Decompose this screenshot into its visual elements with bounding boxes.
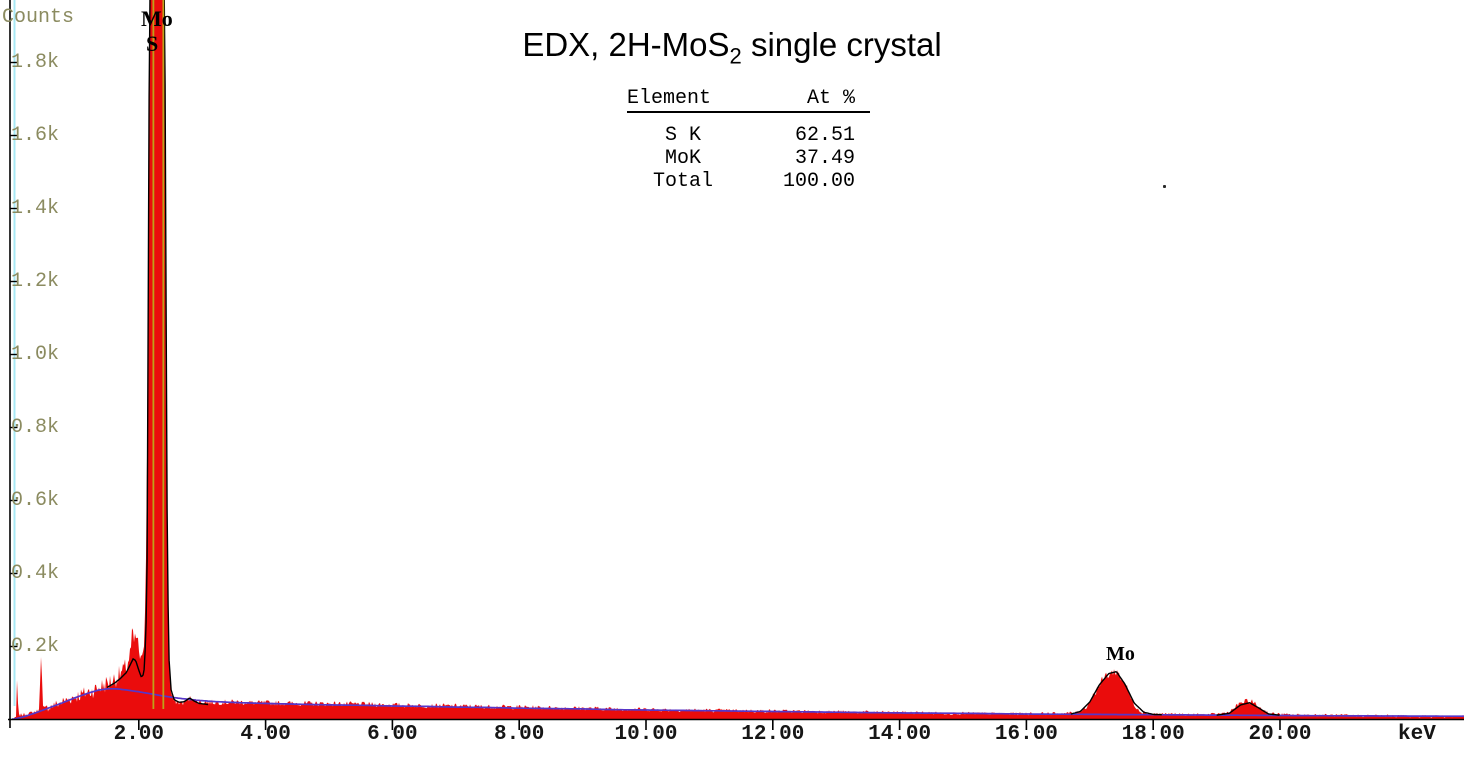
y-tick-label: 0.2k [11, 634, 60, 658]
x-tick-label: 18.00 [1121, 723, 1185, 746]
y-tick-label: 1.2k [11, 269, 60, 293]
table-header-row: Element At % [627, 87, 870, 113]
stray-dot [1163, 185, 1166, 188]
y-tick-label: 1.4k [11, 196, 60, 220]
table-row: Total 100.00 [627, 170, 870, 193]
title-suffix: single crystal [741, 26, 942, 63]
x-tick-label: 4.00 [240, 723, 291, 746]
x-tick-label: 6.00 [367, 723, 418, 746]
peak-label-mo-k: Mo [1106, 643, 1135, 665]
table-row: MoK 37.49 [627, 147, 870, 170]
cell-element: Total [652, 170, 713, 193]
y-tick-label: 0.8k [11, 415, 60, 439]
cell-element: S K [664, 124, 701, 147]
table-row: S K 62.51 [627, 124, 870, 147]
y-tick-label: 0.6k [11, 488, 60, 512]
y-tick-label: 1.6k [11, 123, 60, 147]
x-tick-label: 20.00 [1248, 723, 1312, 746]
x-tick-label: 2.00 [113, 723, 165, 746]
header-element: Element [627, 87, 712, 110]
x-tick-label: 10.00 [614, 723, 678, 746]
cell-at-pct: 100.00 [782, 170, 855, 193]
quantification-table: Element At % S K 62.51 MoK 37.49 Total 1… [627, 87, 870, 193]
x-axis-unit-label: keV [1398, 723, 1436, 746]
peak-label-mo-l: Mo [141, 6, 173, 31]
x-tick-label: 8.00 [493, 723, 545, 746]
title-text: EDX, 2H-MoS [522, 26, 730, 63]
y-axis-title: Counts [2, 6, 75, 29]
cell-element: MoK [664, 147, 701, 170]
x-tick-label: 12.00 [741, 723, 805, 746]
header-at-pct: At % [806, 87, 855, 110]
cell-at-pct: 37.49 [794, 147, 855, 170]
x-tick-label: 14.00 [868, 723, 932, 746]
y-tick-label: 1.0k [11, 342, 60, 366]
x-tick-label: 16.00 [994, 723, 1058, 746]
peak-label-s-k: S [146, 31, 159, 56]
cell-at-pct: 62.51 [794, 124, 855, 147]
y-tick-label: 1.8k [11, 50, 60, 74]
chart-title: EDX, 2H-MoS2 single crystal [0, 26, 1464, 70]
title-subscript: 2 [729, 43, 742, 69]
y-tick-label: 0.4k [11, 561, 60, 585]
